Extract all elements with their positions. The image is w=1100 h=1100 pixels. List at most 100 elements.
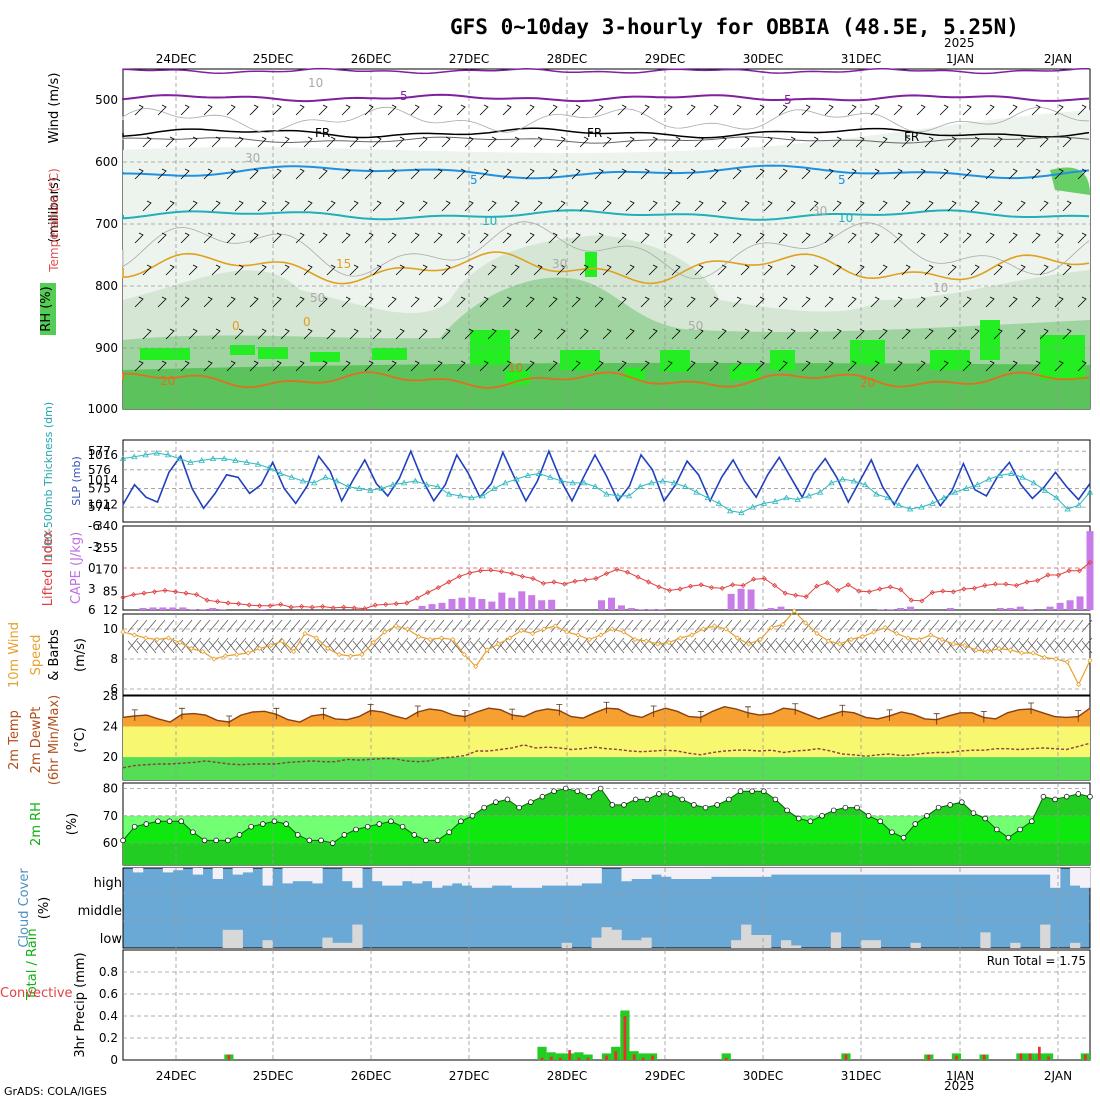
surface-wind-barb	[352, 619, 364, 651]
cloud-high-bar	[432, 868, 443, 888]
thickness-tick-label: 574	[88, 500, 111, 514]
surface-wind-barb	[307, 640, 319, 654]
rh-marker	[854, 804, 860, 811]
wind-speed-marker	[973, 647, 979, 653]
cloud-high-bar	[721, 868, 732, 877]
precip-convective-bar	[1037, 1046, 1041, 1060]
surface-wind-barb	[271, 619, 283, 651]
date-label-top: 2JAN	[1044, 52, 1072, 66]
upper-ylabel-temp: Temperature (°C)	[47, 168, 61, 273]
surface-wind-barb	[226, 619, 238, 651]
wind-barb	[548, 168, 558, 180]
rh-marker	[236, 832, 243, 838]
cloud-high-bar	[880, 868, 891, 875]
wind-barb	[249, 168, 259, 180]
surface-wind-barb	[235, 619, 247, 651]
temp-minmax-bar	[509, 708, 516, 721]
cloud-high-bar	[511, 868, 523, 888]
rh-marker	[889, 829, 895, 835]
cape-bar	[189, 609, 197, 610]
wind-barb	[671, 328, 681, 340]
wind-barb	[418, 136, 428, 148]
cloud-high-bar	[920, 868, 931, 875]
contour-label: 20	[860, 376, 875, 390]
cloud-low-bar	[731, 940, 742, 948]
temp-panel: 28 24 20 2m Temp 2m DewPt (6hr Min/Max) (°…	[7, 689, 1091, 785]
wind-barb	[272, 232, 282, 244]
rh-bright-patch	[372, 348, 407, 360]
thickness-marker	[558, 477, 565, 484]
precip-tick-label: 0.4	[99, 1009, 118, 1023]
wind-barb	[203, 104, 213, 116]
wind-barb	[1054, 104, 1064, 116]
surface-wind-barb	[217, 640, 229, 654]
wind-barb	[962, 168, 972, 180]
cloud-low-bar	[790, 945, 802, 948]
contour-20-orange	[122, 371, 1090, 389]
thickness-marker	[614, 492, 621, 499]
wind-barb	[341, 168, 351, 180]
wind-barb	[985, 296, 995, 308]
lifted-index-marker	[908, 597, 914, 603]
upper-ylabel-mb: (millibars)	[47, 177, 62, 243]
thickness-marker	[580, 479, 588, 486]
wind-barb	[226, 104, 236, 116]
cloud-low-bar	[1040, 924, 1051, 948]
cloud-low-bar	[322, 937, 333, 948]
lifted-index-marker	[383, 601, 389, 607]
wind-speed-marker	[336, 651, 342, 658]
surface-wind-barb	[361, 619, 373, 651]
wind-barb	[763, 200, 773, 212]
cape-bar	[1076, 596, 1084, 610]
lifted-index-marker	[593, 575, 599, 582]
temp-ylabel-unit: (°C)	[73, 727, 88, 753]
wind-barb	[594, 296, 604, 308]
cloud-high-bar	[1020, 868, 1031, 875]
wind-barb	[786, 200, 796, 212]
wind-barb	[901, 264, 911, 276]
wind-barb	[303, 136, 313, 148]
lifted-index-marker	[194, 592, 200, 598]
wind-barb	[809, 136, 819, 148]
wind-barb	[226, 232, 236, 244]
wind-speed-marker	[518, 627, 524, 634]
cape-bar	[767, 607, 775, 610]
surface-wind-barb	[586, 640, 598, 654]
wind-speed-marker	[507, 635, 513, 641]
surface-wind-barb	[1063, 619, 1075, 651]
cloud-ylabel: Cloud Cover	[17, 868, 32, 948]
surface-wind-barb	[613, 640, 625, 654]
rh-marker	[679, 796, 685, 803]
surface-wind-barb	[469, 640, 481, 654]
surface-wind-barb	[991, 640, 1003, 654]
contour-label: 10	[508, 361, 523, 375]
contour-label: FR	[904, 130, 919, 144]
wind-barb	[732, 360, 742, 372]
thickness-marker	[996, 472, 1004, 478]
wind-speed-marker	[564, 629, 570, 635]
precip-convective-bar	[651, 1055, 654, 1060]
wind-barb	[272, 168, 282, 180]
rh-marker	[528, 799, 534, 805]
thickness-marker	[715, 500, 723, 506]
wind-barb	[717, 136, 727, 148]
temp-minmax-bar	[320, 707, 327, 720]
surface-wind-barb	[712, 619, 724, 651]
rh-marker	[970, 810, 977, 816]
surface-wind-barb	[532, 640, 544, 654]
wind-speed-marker	[473, 663, 479, 670]
thickness-marker	[637, 483, 644, 489]
wind-barb	[870, 296, 880, 308]
lifted-index-marker	[130, 592, 137, 598]
wind-barb	[579, 200, 589, 212]
wind-barb	[801, 360, 811, 372]
rh-marker	[1028, 818, 1035, 825]
surface-wind-barb	[1054, 640, 1066, 654]
wind-barb	[740, 136, 750, 148]
wind-barb	[878, 328, 888, 340]
surface-wind-barb	[451, 640, 463, 654]
surface-wind-barb	[1045, 640, 1057, 654]
dewpoint-line	[122, 742, 1091, 769]
rh-marker	[341, 832, 348, 838]
wind-barb	[464, 200, 474, 212]
